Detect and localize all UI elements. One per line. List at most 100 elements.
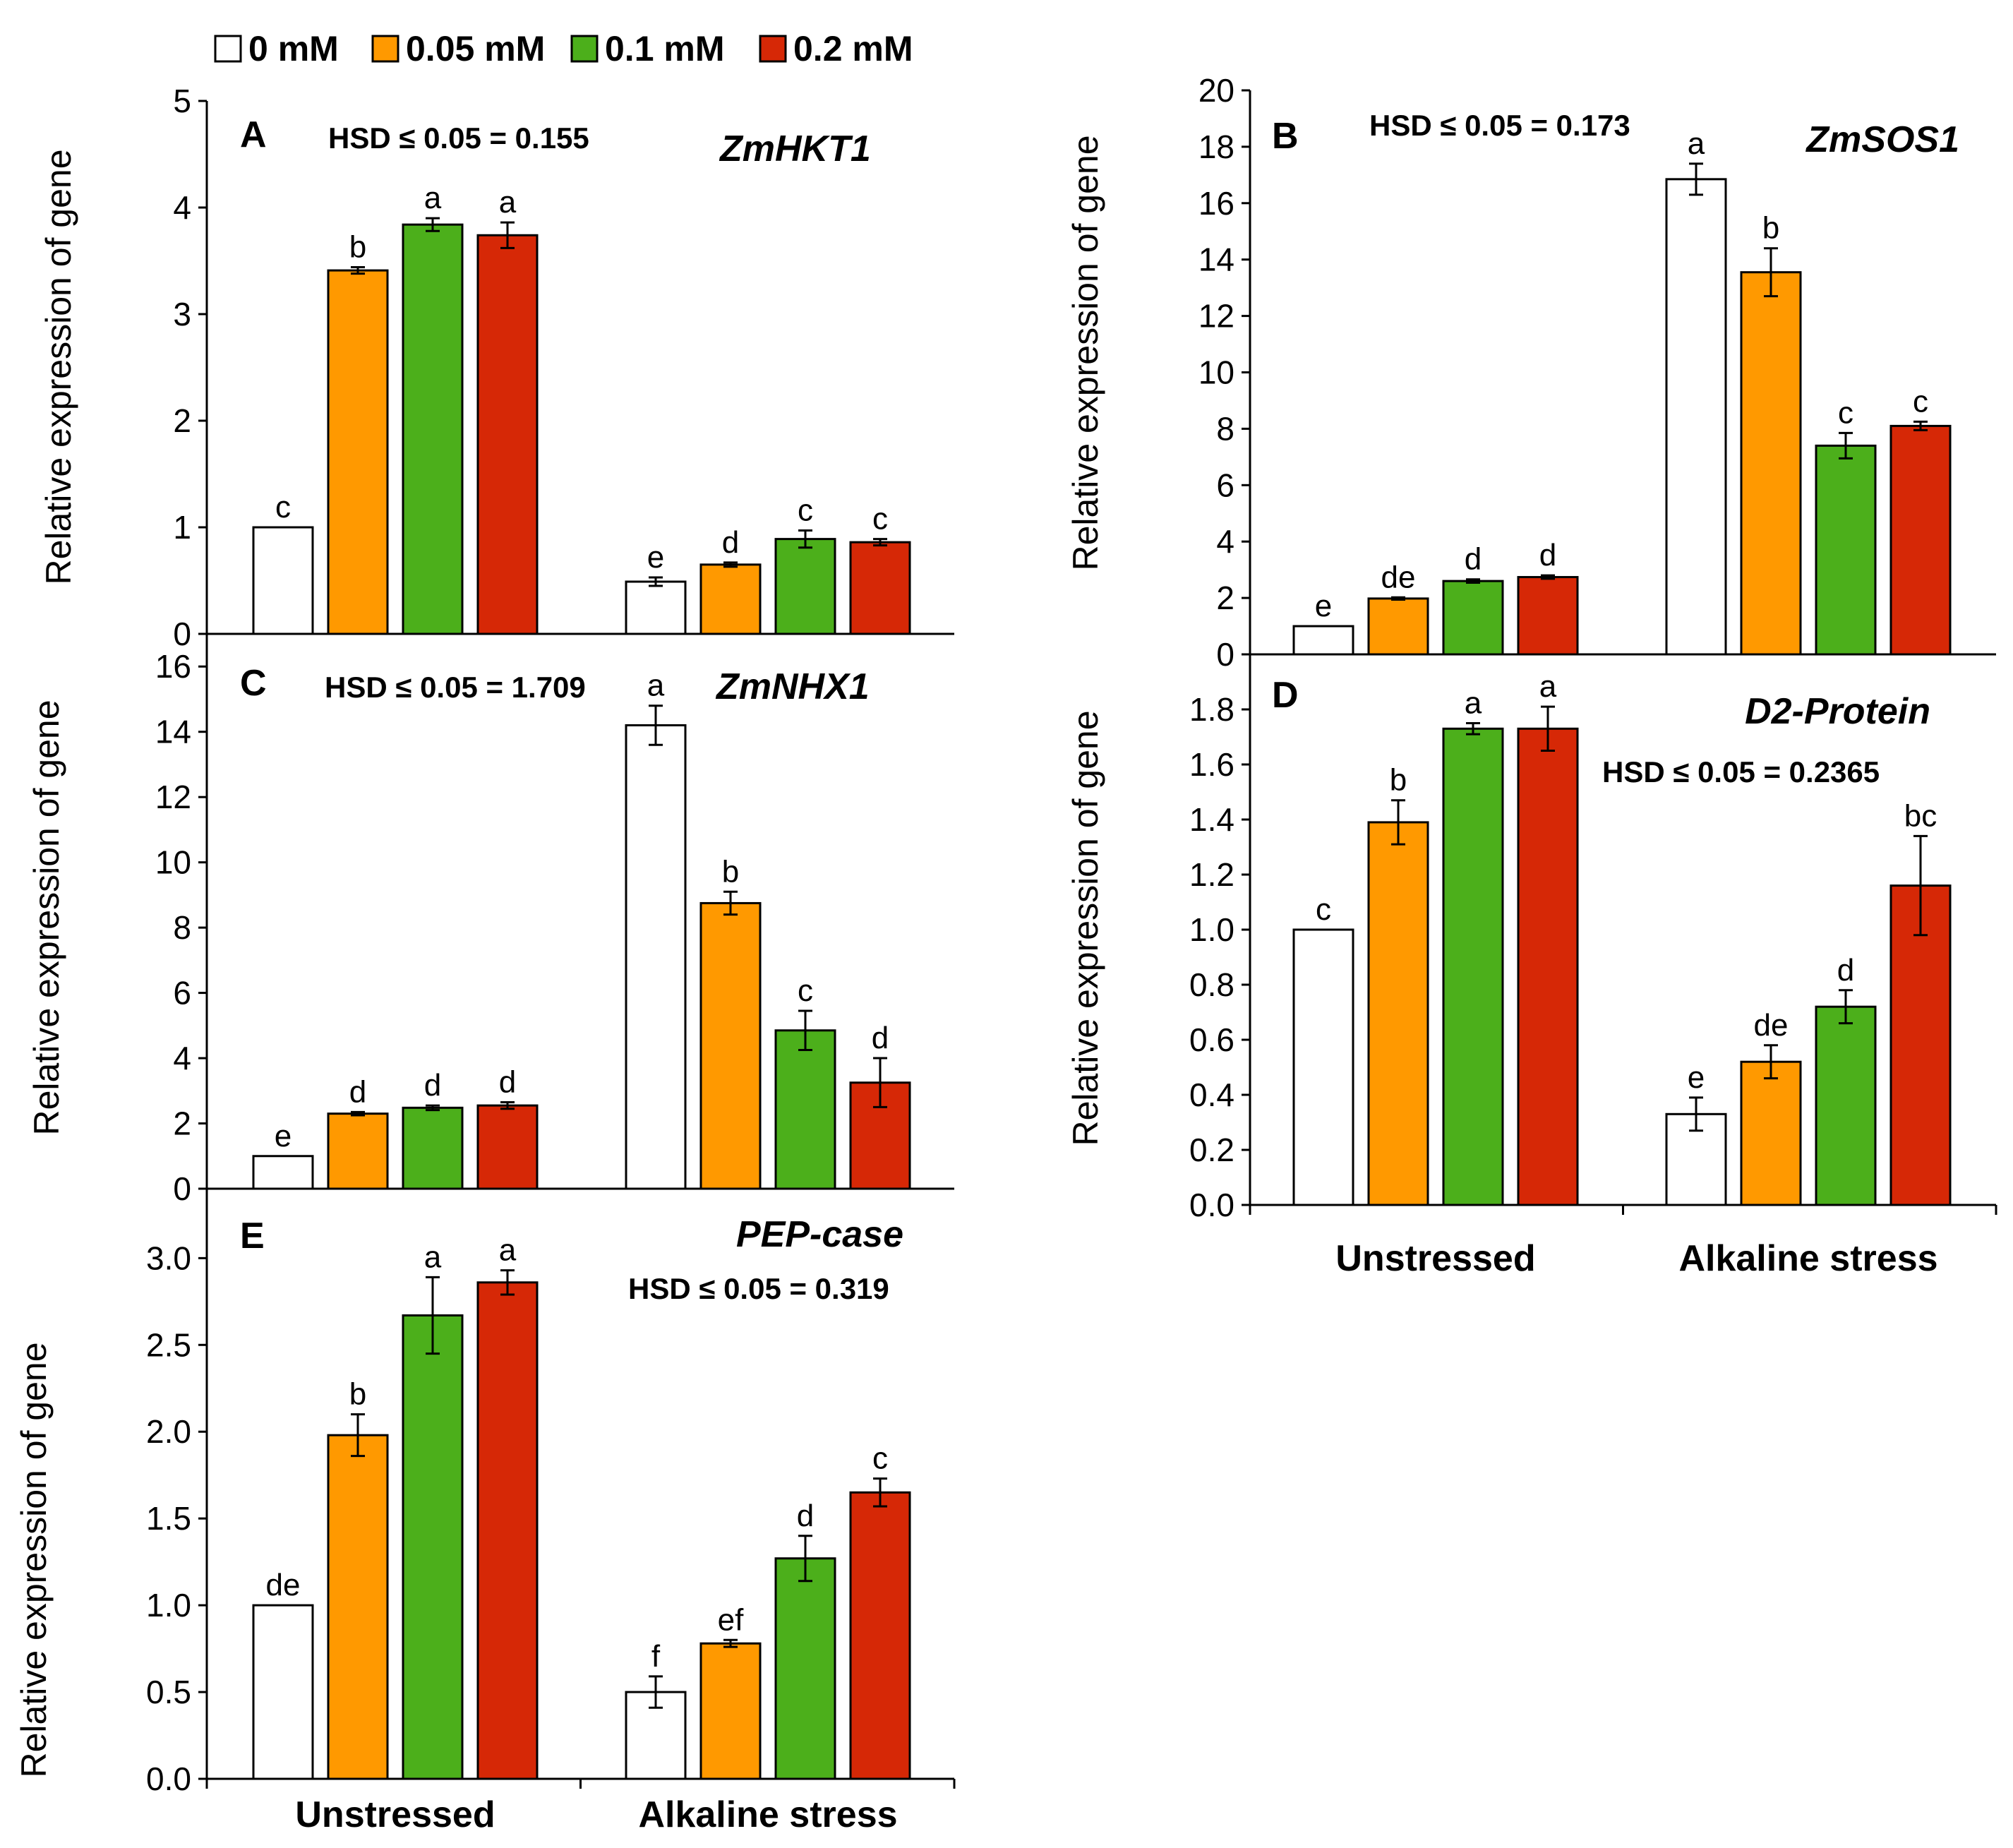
y-axis-label: Relative expression of gene — [1066, 135, 1105, 570]
significance-letter: b — [349, 1377, 366, 1412]
bar — [625, 580, 687, 635]
y-tick-label: 14 — [1198, 241, 1234, 278]
bar — [699, 563, 762, 635]
error-bar — [1839, 989, 1853, 1025]
significance-letter: e — [1688, 1060, 1705, 1095]
y-axis-label: Relative expression of gene — [14, 1342, 54, 1777]
y-tick-label: 1.5 — [146, 1500, 191, 1537]
y-tick-label: 1.6 — [1189, 746, 1234, 783]
legend-label: 0.2 mM — [793, 29, 913, 68]
error-bar — [798, 1009, 812, 1051]
significance-letter: a — [499, 185, 517, 220]
legend-item: 0 mM — [214, 29, 339, 68]
legend-swatch — [371, 35, 399, 63]
error-bar — [1541, 705, 1555, 752]
bar — [1815, 1005, 1877, 1206]
y-axis-label: Relative expression of gene — [1066, 710, 1105, 1146]
error-bar — [1689, 1096, 1703, 1132]
significance-letter: d — [499, 1064, 516, 1099]
error-bar — [500, 221, 515, 249]
y-tick-label: 1.0 — [1189, 911, 1234, 948]
error-bar — [1391, 799, 1405, 846]
bar — [774, 538, 836, 635]
significance-letter: d — [1465, 542, 1482, 577]
bar — [327, 269, 389, 635]
y-tick-label: 18 — [1198, 128, 1234, 165]
y-tick-label: 1.8 — [1189, 691, 1234, 728]
error-bar — [500, 1269, 515, 1296]
significance-letter: d — [722, 525, 739, 560]
bar — [849, 541, 911, 635]
x-category-label: Alkaline stress — [1678, 1238, 1937, 1279]
y-tick-label: 3 — [173, 296, 191, 332]
error-bar — [723, 561, 738, 568]
error-bar — [500, 1100, 515, 1110]
chart-panel-d: 0.0 0.2 0.4 0.6 0.8 1.0 1.2 1.4 1.6 1.8 Relative e… — [1066, 654, 1997, 1279]
bar — [1292, 625, 1354, 656]
bar — [1665, 178, 1727, 656]
y-tick-label: 10 — [1198, 354, 1234, 391]
bar — [1442, 580, 1504, 656]
hsd-annotation: HSD ≤ 0.05 = 0.2365 — [1602, 755, 1880, 788]
bar — [476, 1104, 539, 1190]
error-bar — [426, 217, 440, 232]
bar — [327, 1434, 389, 1780]
y-tick-label: 5 — [173, 83, 191, 119]
significance-letter: f — [651, 1639, 661, 1674]
significance-letter: c — [275, 490, 291, 524]
legend-swatch — [214, 35, 242, 63]
error-bar — [723, 890, 738, 916]
y-axis-label: Relative expression of gene — [39, 149, 78, 584]
panel-letter: A — [240, 114, 267, 155]
bar — [1517, 727, 1579, 1206]
y-tick-label: 16 — [155, 648, 191, 685]
bar — [774, 1557, 836, 1780]
significance-letter: c — [1316, 892, 1331, 927]
y-tick-label: 4 — [1216, 523, 1234, 560]
y-tick-label: 0.0 — [1189, 1187, 1234, 1223]
significance-letter: a — [424, 1240, 442, 1274]
significance-letter: c — [1838, 395, 1853, 430]
hsd-annotation: HSD ≤ 0.05 = 0.173 — [1369, 109, 1630, 142]
y-tick-label: 0.0 — [146, 1760, 191, 1797]
error-bar — [351, 266, 365, 275]
hsd-annotation: HSD ≤ 0.05 = 0.155 — [328, 121, 589, 155]
y-tick-label: 0.6 — [1189, 1021, 1234, 1058]
error-bar — [426, 1104, 440, 1112]
error-bar — [1466, 722, 1480, 736]
bar — [476, 234, 539, 635]
y-tick-label: 0 — [1216, 636, 1234, 673]
error-bar — [1913, 420, 1928, 431]
bar — [699, 1642, 762, 1780]
y-tick-label: 0.8 — [1189, 966, 1234, 1003]
bar — [476, 1281, 539, 1780]
error-bar — [1764, 247, 1778, 298]
significance-letter: a — [424, 181, 442, 215]
error-bar — [798, 529, 812, 549]
significance-letter: e — [1315, 589, 1332, 623]
y-tick-label: 6 — [1216, 467, 1234, 503]
bar — [1517, 576, 1579, 656]
y-tick-label: 0.5 — [146, 1674, 191, 1710]
gene-title: ZmNHX1 — [715, 666, 870, 707]
bar — [1442, 727, 1504, 1206]
y-tick-label: 0.2 — [1189, 1132, 1234, 1168]
bar — [252, 1604, 314, 1780]
y-tick-label: 4 — [173, 189, 191, 226]
significance-letter: b — [1762, 211, 1779, 246]
gene-title: PEP-case — [736, 1214, 903, 1255]
legend-label: 0.05 mM — [406, 29, 545, 68]
y-tick-label: 0 — [173, 1170, 191, 1207]
error-bar — [649, 576, 663, 587]
error-bar — [1391, 596, 1405, 601]
bar — [327, 1112, 389, 1190]
y-tick-label: 2.5 — [146, 1326, 191, 1363]
y-tick-label: 2.0 — [146, 1413, 191, 1450]
bar — [1740, 1060, 1802, 1206]
significance-letter: de — [266, 1568, 301, 1602]
significance-letter: de — [1381, 560, 1416, 594]
error-bar — [1839, 431, 1853, 460]
y-tick-label: 10 — [155, 844, 191, 881]
error-bar — [351, 1413, 365, 1458]
legend-label: 0 mM — [248, 29, 339, 68]
